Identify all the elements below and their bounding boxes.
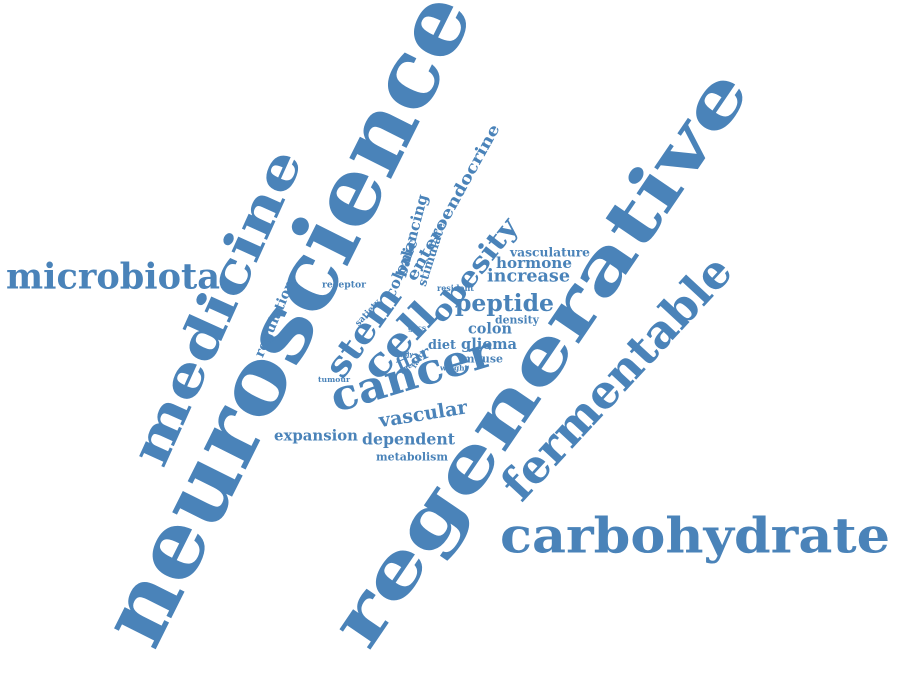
word-density: density — [495, 313, 539, 327]
word-glioma: glioma — [461, 336, 517, 354]
word-increase: increase — [487, 265, 570, 286]
word-microbiota: microbiota — [6, 256, 220, 298]
word-weight: weight — [440, 363, 468, 373]
word-vasculature: vasculature — [510, 245, 590, 260]
word-metabolism: metabolism — [376, 450, 448, 464]
word-gscs: gscs — [408, 323, 426, 333]
word-mouse: mouse — [463, 352, 503, 366]
word-peptide: peptide — [455, 289, 554, 318]
word-diet: diet — [428, 337, 456, 353]
word-receptor: receptor — [322, 279, 366, 291]
word-dependent: dependent — [362, 429, 455, 449]
word-resident: resident — [437, 282, 474, 293]
word-colon: colon — [468, 319, 512, 338]
word-body: body — [397, 351, 413, 359]
word-hormone: hormone — [496, 255, 572, 273]
word-carbohydrate: carbohydrate — [500, 507, 890, 565]
word-tumour: tumour — [318, 376, 350, 385]
word-expansion: expansion — [274, 426, 358, 445]
